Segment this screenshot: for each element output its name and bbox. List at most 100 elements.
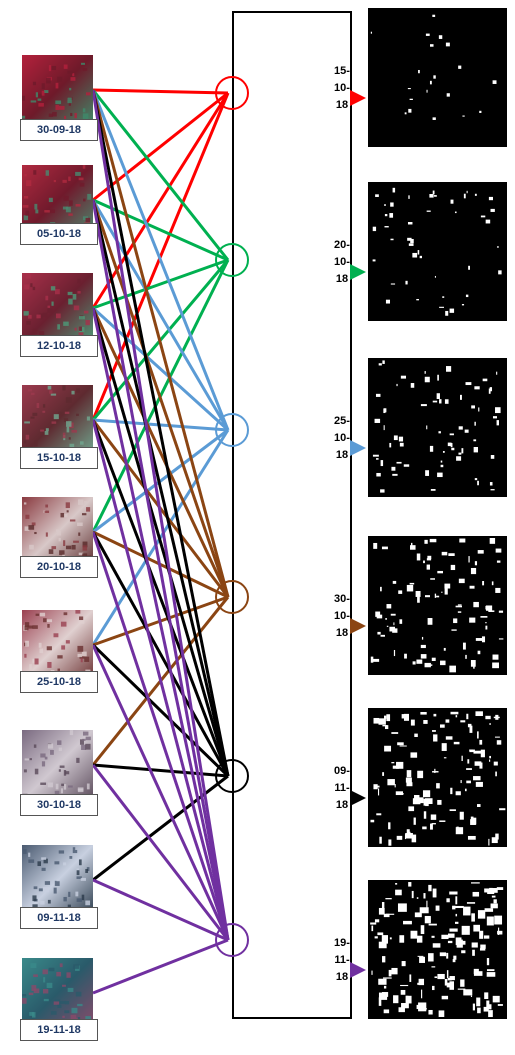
- map-speck: [376, 813, 381, 815]
- map-speck: [479, 931, 483, 939]
- map-speck: [445, 979, 448, 986]
- map-speck: [450, 788, 452, 794]
- map-speck: [381, 460, 383, 466]
- image-texture: [34, 204, 37, 210]
- image-texture: [24, 440, 26, 443]
- map-speck: [419, 979, 424, 985]
- image-texture: [39, 94, 42, 97]
- connection: [93, 308, 228, 597]
- image-texture: [22, 994, 26, 996]
- image-texture: [22, 165, 26, 167]
- image-texture: [55, 105, 58, 110]
- output-date: 20-10-18: [334, 237, 350, 288]
- image-texture: [45, 431, 49, 435]
- map-speck: [466, 714, 468, 719]
- map-speck: [414, 734, 418, 737]
- input-date: 25-10-18: [20, 671, 98, 693]
- map-speck: [485, 716, 490, 719]
- image-texture: [73, 964, 79, 968]
- map-speck: [471, 817, 474, 822]
- image-texture: [77, 1004, 82, 1006]
- image-texture: [32, 413, 37, 416]
- map-speck: [395, 784, 396, 787]
- image-texture: [29, 545, 34, 550]
- map-speck: [441, 465, 444, 467]
- image-texture: [34, 440, 37, 446]
- map-speck: [492, 896, 496, 898]
- image-texture: [25, 758, 29, 760]
- map-speck: [464, 194, 466, 199]
- image-texture: [73, 850, 77, 853]
- image-texture: [57, 531, 61, 536]
- image-texture: [24, 174, 26, 176]
- image-texture: [46, 428, 49, 431]
- image-texture: [76, 414, 79, 416]
- image-texture: [61, 645, 65, 649]
- map-speck: [463, 907, 470, 916]
- image-texture: [63, 207, 68, 210]
- map-speck: [389, 443, 391, 447]
- map-speck: [465, 655, 467, 659]
- image-texture: [77, 291, 80, 293]
- image-texture: [83, 165, 86, 169]
- image-texture: [33, 329, 38, 334]
- image-texture: [77, 646, 83, 652]
- map-speck: [488, 839, 489, 846]
- image-texture: [47, 309, 52, 313]
- input-date: 09-11-18: [20, 907, 98, 929]
- image-texture: [43, 618, 47, 622]
- map-speck: [439, 35, 442, 39]
- map-speck: [479, 111, 481, 113]
- map-speck: [477, 731, 479, 738]
- image-texture: [26, 321, 31, 325]
- connection: [93, 532, 228, 940]
- map-speck: [456, 914, 458, 916]
- map-speck: [375, 419, 381, 423]
- map-speck: [487, 958, 489, 965]
- image-texture: [49, 198, 53, 202]
- image-texture: [55, 100, 61, 104]
- map-speck: [400, 746, 407, 747]
- map-speck: [497, 561, 500, 563]
- map-speck: [385, 618, 387, 620]
- image-texture: [59, 538, 61, 541]
- map-speck: [407, 585, 413, 592]
- image-texture: [81, 878, 86, 881]
- image-texture: [24, 654, 26, 658]
- map-speck: [401, 376, 406, 379]
- map-speck: [480, 945, 485, 949]
- image-texture: [56, 972, 61, 976]
- output-arrow: [350, 90, 366, 106]
- map-speck: [459, 426, 463, 429]
- image-texture: [79, 327, 82, 331]
- map-speck: [495, 772, 497, 777]
- map-speck: [488, 1004, 492, 1009]
- map-speck: [421, 925, 425, 934]
- image-texture: [23, 849, 27, 854]
- map-speck: [378, 788, 379, 795]
- map-speck: [419, 957, 425, 963]
- page: {"inputs": [{"label": "30-09-18"}, {"lab…: [0, 0, 515, 1055]
- map-speck: [475, 194, 477, 196]
- image-texture: [64, 65, 68, 69]
- map-speck: [440, 952, 446, 956]
- map-speck: [406, 782, 412, 786]
- map-speck: [384, 1009, 389, 1013]
- map-speck: [401, 990, 406, 995]
- image-texture: [74, 113, 76, 118]
- image-texture: [25, 641, 29, 647]
- map-speck: [427, 556, 431, 559]
- map-speck: [382, 360, 384, 364]
- map-speck: [385, 898, 391, 899]
- image-texture: [63, 433, 66, 439]
- map-speck: [473, 776, 481, 780]
- map-speck: [480, 616, 487, 618]
- map-speck: [376, 394, 381, 397]
- image-texture: [85, 320, 89, 325]
- map-speck: [437, 800, 441, 805]
- image-texture: [64, 770, 66, 776]
- map-speck: [477, 804, 481, 807]
- output-arrow: [350, 440, 366, 456]
- image-texture: [64, 196, 69, 201]
- map-speck: [391, 614, 396, 616]
